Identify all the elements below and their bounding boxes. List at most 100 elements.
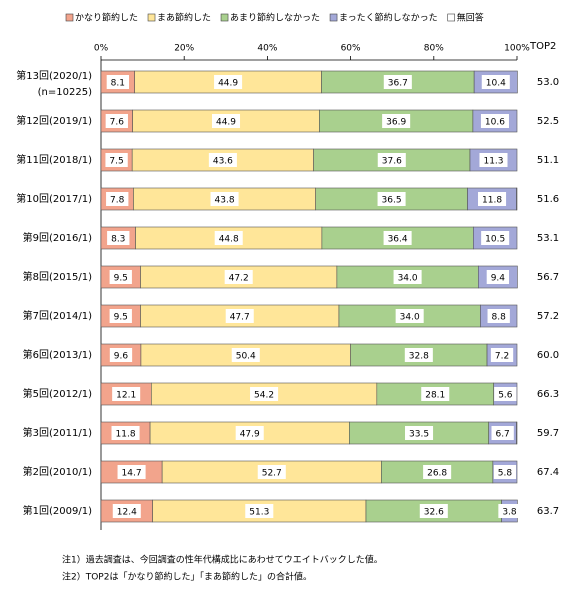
x-tick-label: 0% xyxy=(94,44,109,54)
legend-swatch xyxy=(147,13,156,22)
data-label: 36.5 xyxy=(382,196,402,206)
legend-swatch xyxy=(220,13,229,22)
label-box xyxy=(493,465,517,479)
y-tick-label: 第13回(2020/1) xyxy=(16,69,92,82)
label-box xyxy=(107,231,130,245)
top2-value: 67.4 xyxy=(537,467,559,478)
note: 注2）TOP2は「かなり節約した」「まあ節約した」の合計値。 xyxy=(62,571,312,583)
data-label: 43.6 xyxy=(213,157,233,167)
y-tick-label: 第8回(2015/1) xyxy=(23,270,92,283)
x-tick-label: 100% xyxy=(504,44,530,54)
label-box xyxy=(383,75,412,89)
label-box xyxy=(109,270,132,284)
label-box xyxy=(480,114,509,128)
data-label: 7.5 xyxy=(109,157,123,167)
top2-value: 66.3 xyxy=(537,389,559,400)
label-box xyxy=(393,270,422,284)
data-label: 52.7 xyxy=(262,469,282,479)
label-box xyxy=(214,75,243,89)
label-box xyxy=(214,231,243,245)
label-box xyxy=(490,348,514,362)
label-box xyxy=(211,114,241,128)
top2-value: 63.7 xyxy=(537,506,559,517)
label-box xyxy=(225,309,254,323)
data-label: 54.2 xyxy=(254,391,274,401)
y-tick-label: 第12回(2019/1) xyxy=(16,114,92,127)
category-note: (n=10225) xyxy=(38,87,92,98)
label-box xyxy=(105,114,128,128)
label-box xyxy=(423,465,452,479)
data-label: 47.9 xyxy=(240,430,260,440)
label-box xyxy=(117,465,146,479)
top2-value: 56.7 xyxy=(537,272,559,283)
top2-value: 59.7 xyxy=(537,428,559,439)
label-box xyxy=(382,114,411,128)
y-tick-label: 第3回(2011/1) xyxy=(23,426,92,439)
legend-swatch xyxy=(329,13,338,22)
label-box xyxy=(224,270,253,284)
legend-swatch xyxy=(447,13,456,22)
y-tick-label: 第10回(2017/1) xyxy=(16,192,92,205)
data-label: 7.8 xyxy=(110,196,125,206)
data-label: 6.7 xyxy=(495,430,509,440)
label-box xyxy=(421,387,450,401)
legend-label: まったく節約しなかった xyxy=(339,12,438,24)
data-label: 8.1 xyxy=(111,79,125,89)
top2-value: 53.1 xyxy=(537,233,559,244)
note: 注1）過去調査は、今回調査の性年代構成比にあわせてウエイトバックした値。 xyxy=(62,554,383,566)
data-label: 47.2 xyxy=(229,274,249,284)
legend-label: あまり節約しなかった xyxy=(230,12,320,24)
top2-value: 52.5 xyxy=(537,116,559,127)
data-label: 3.8 xyxy=(502,508,517,518)
x-tick-label: 20% xyxy=(174,44,194,54)
data-label: 43.8 xyxy=(215,196,235,206)
data-label: 11.3 xyxy=(483,157,503,167)
data-label: 12.4 xyxy=(117,508,137,518)
legend-label: 無回答 xyxy=(457,12,484,24)
y-tick-label: 第2回(2010/1) xyxy=(23,465,92,478)
label-box xyxy=(106,75,130,89)
top2-value: 57.2 xyxy=(537,311,559,322)
label-box xyxy=(377,192,406,206)
data-label: 34.0 xyxy=(400,313,420,323)
top2-value: 51.6 xyxy=(537,194,559,205)
label-box xyxy=(109,309,132,323)
label-box xyxy=(405,426,434,440)
data-label: 47.7 xyxy=(230,313,250,323)
y-tick-label: 第11回(2018/1) xyxy=(16,153,92,166)
label-box xyxy=(245,504,274,518)
label-box xyxy=(478,192,507,206)
data-label: 32.6 xyxy=(424,508,444,518)
label-box xyxy=(487,309,510,323)
data-label: 51.3 xyxy=(249,508,269,518)
data-label: 10.4 xyxy=(486,79,506,89)
label-box xyxy=(481,75,510,89)
label-box xyxy=(481,231,510,245)
top2-value: 51.1 xyxy=(537,155,559,166)
y-tick-label: 第5回(2012/1) xyxy=(23,387,92,400)
label-box xyxy=(494,387,517,401)
data-label: 7.6 xyxy=(110,118,125,128)
data-label: 7.2 xyxy=(495,352,509,362)
label-box xyxy=(231,348,260,362)
data-label: 33.5 xyxy=(409,430,429,440)
label-box xyxy=(250,387,279,401)
data-label: 14.7 xyxy=(122,469,142,479)
data-label: 34.0 xyxy=(398,274,418,284)
label-box xyxy=(486,270,510,284)
data-label: 32.8 xyxy=(409,352,429,362)
label-box xyxy=(235,426,264,440)
data-label: 9.5 xyxy=(114,313,128,323)
label-box xyxy=(105,153,128,167)
data-label: 5.6 xyxy=(498,391,513,401)
label-box xyxy=(208,153,237,167)
top2-header: TOP2 xyxy=(529,41,556,52)
label-box xyxy=(479,153,508,167)
label-box xyxy=(419,504,448,518)
data-label: 8.8 xyxy=(492,313,507,323)
y-tick-label: 第6回(2013/1) xyxy=(23,348,92,361)
label-box xyxy=(498,504,521,518)
data-label: 26.8 xyxy=(427,469,447,479)
data-label: 12.1 xyxy=(116,391,136,401)
label-box xyxy=(106,192,129,206)
